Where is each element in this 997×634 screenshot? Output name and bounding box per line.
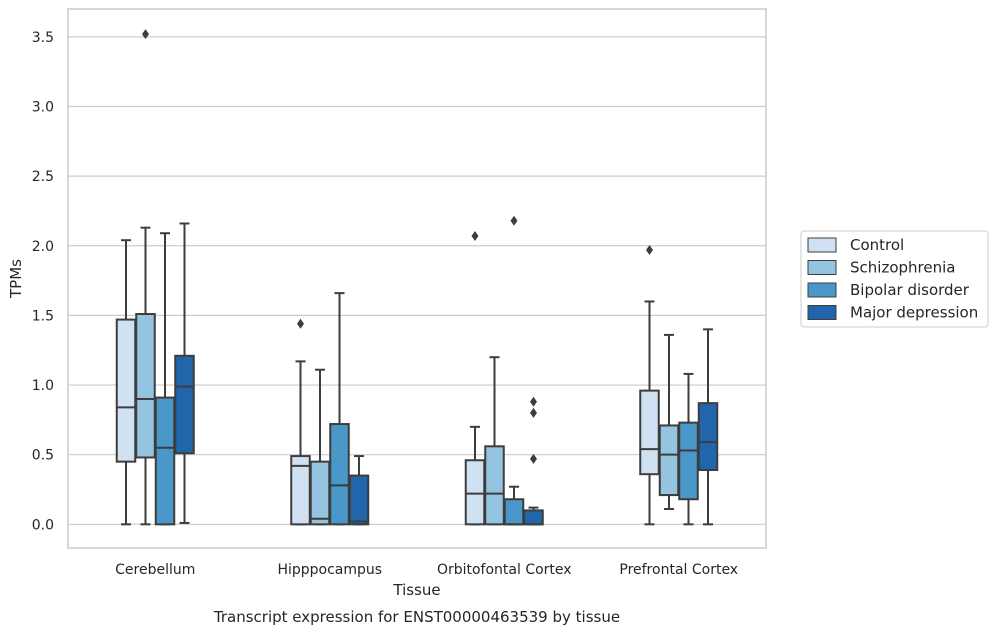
box-body (678, 421, 699, 501)
y-tick-label: 1.0 (32, 378, 54, 394)
box-body (154, 396, 176, 526)
y-tick-label: 0.5 (32, 448, 54, 464)
box-plot-boxes (115, 29, 719, 526)
outlier-point (142, 29, 149, 40)
box-body (329, 423, 350, 526)
outlier-point (530, 396, 537, 407)
y-tick-label: 1.5 (32, 308, 54, 324)
box-schizophrenia (309, 368, 331, 526)
box-body (697, 402, 719, 472)
box-bipolar-disorder (329, 292, 350, 526)
x-tick-labels: Cerebellum Hipppocampus Orbitofontal Corte… (115, 562, 738, 578)
box-schizophrenia (658, 333, 680, 511)
y-tick-label: 2.0 (32, 239, 54, 255)
box-body (464, 459, 486, 526)
outlier-point (297, 318, 304, 329)
x-tick-label: Cerebellum (115, 562, 195, 578)
box-body (174, 354, 195, 455)
y-tick-label: 3.5 (32, 30, 54, 46)
y-tick-label: 3.0 (32, 99, 54, 115)
box-body (658, 424, 680, 497)
box-body (503, 498, 525, 526)
y-tick-label: 0.0 (32, 517, 54, 533)
box-schizophrenia (135, 29, 156, 526)
box-body (523, 509, 544, 526)
box-body (348, 474, 370, 526)
box-body (135, 313, 156, 459)
legend-items: Control Schizophrenia Bipolar disorder Majo… (807, 236, 978, 322)
legend-label: Bipolar disorder (850, 281, 970, 299)
x-axis-label: Tissue (392, 581, 440, 599)
box-body (484, 445, 505, 526)
box-control (464, 231, 486, 526)
y-tick-labels: 0.0 0.5 1.0 1.5 2.0 2.5 3.0 3.5 (32, 30, 54, 533)
box-major-depression (523, 396, 544, 526)
outlier-point (471, 231, 479, 242)
box-bipolar-disorder (503, 215, 525, 526)
legend-swatch (807, 282, 837, 298)
x-tick-label: Prefrontal Cortex (619, 562, 738, 578)
y-axis-label: TPMs (7, 259, 25, 299)
plot-frame (67, 8, 767, 549)
legend-swatch (807, 260, 837, 275)
box-bipolar-disorder (678, 372, 699, 526)
box-body (115, 318, 137, 463)
box-control (115, 239, 137, 526)
legend-label: Control (850, 236, 904, 254)
legend-swatch (807, 305, 837, 320)
legend-frame (800, 230, 989, 328)
box-schizophrenia (484, 356, 505, 526)
outlier-point (510, 215, 518, 226)
box-body (639, 389, 660, 476)
outlier-point (530, 407, 537, 418)
y-tick-label: 2.5 (32, 169, 54, 185)
box-major-depression (174, 222, 195, 524)
legend-swatch (807, 237, 837, 253)
outlier-point (530, 453, 537, 464)
box-body (309, 460, 331, 526)
box-bipolar-disorder (154, 232, 176, 526)
outlier-point (646, 244, 653, 255)
legend-label: Major depression (850, 304, 978, 322)
box-control (290, 318, 311, 526)
x-tick-label: Hipppocampus (277, 562, 382, 578)
chart-caption: Transcript expression for ENST0000046353… (213, 608, 620, 626)
legend: Control Schizophrenia Bipolar disorder Majo… (800, 230, 989, 328)
box-major-depression (697, 328, 719, 526)
x-tick-label: Orbitofontal Cortex (437, 562, 572, 578)
legend-label: Schizophrenia (850, 259, 955, 277)
box-major-depression (348, 455, 370, 526)
